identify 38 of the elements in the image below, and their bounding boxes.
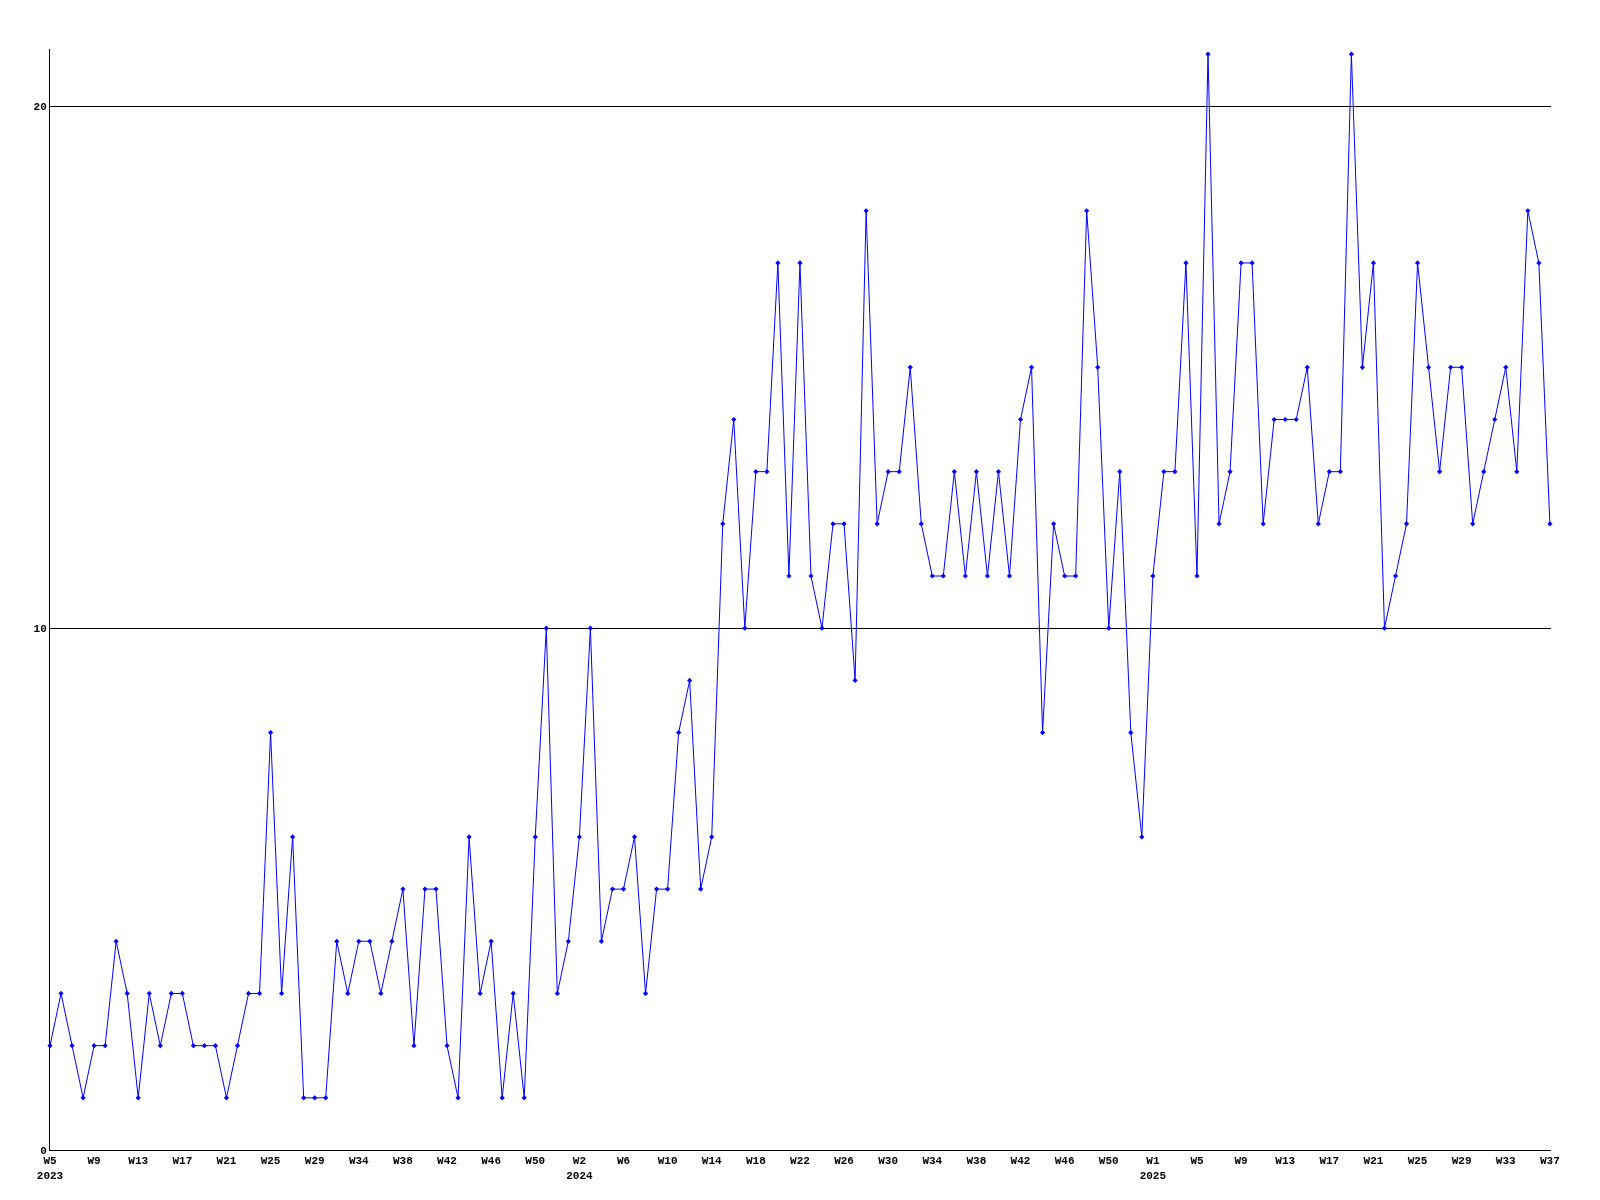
x-tick-label: W34: [348, 1155, 370, 1168]
y-tick-label: 0: [40, 1144, 47, 1157]
x-tick-label: W29: [304, 1155, 325, 1168]
x-tick-label: W33: [1495, 1155, 1517, 1168]
x-tick-label: W42: [437, 1155, 457, 1168]
x-tick-label: W10: [657, 1155, 678, 1168]
x-tick-label: W9: [1234, 1155, 1248, 1168]
x-tick-label: W38: [393, 1155, 414, 1168]
x-tick-label: W9: [87, 1155, 101, 1168]
x-tick-label: W25: [260, 1155, 281, 1168]
x-tick-label: W5 2023: [36, 1155, 64, 1182]
x-tick-label: W29: [1451, 1155, 1472, 1168]
x-tick-label: W6: [616, 1155, 631, 1168]
x-tick-label: W26: [834, 1155, 854, 1168]
x-tick-label: W1 2025: [1139, 1155, 1167, 1182]
x-tick-label: W37: [1539, 1155, 1560, 1168]
x-tick-label: W21: [216, 1155, 237, 1168]
x-tick-label: W18: [745, 1155, 767, 1168]
x-tick-label: W22: [790, 1155, 810, 1168]
y-tick-label: 20: [33, 101, 47, 114]
x-tick-label: W46: [481, 1155, 502, 1168]
x-tick-label: W50: [525, 1155, 546, 1168]
x-tick-label: W13: [128, 1155, 149, 1168]
x-tick-label: W50: [1098, 1155, 1119, 1168]
x-tick-label: W2 2024: [566, 1155, 593, 1182]
x-tick-label: W38: [966, 1155, 987, 1168]
x-tick-label: W46: [1054, 1155, 1075, 1168]
x-tick-label: W17: [1319, 1155, 1340, 1168]
x-tick-label: W14: [701, 1155, 723, 1168]
x-tick-label: W42: [1010, 1155, 1031, 1168]
x-tick-label: W17: [172, 1155, 193, 1168]
x-tick-label: W21: [1363, 1155, 1384, 1168]
x-tick-label: W34: [922, 1155, 943, 1168]
x-tick-label: W13: [1275, 1155, 1296, 1168]
x-tick-label: W30: [878, 1155, 899, 1168]
y-tick-label: 10: [33, 623, 47, 636]
x-tick-label: W25: [1407, 1155, 1428, 1168]
x-tick-label: W5: [1190, 1155, 1204, 1168]
